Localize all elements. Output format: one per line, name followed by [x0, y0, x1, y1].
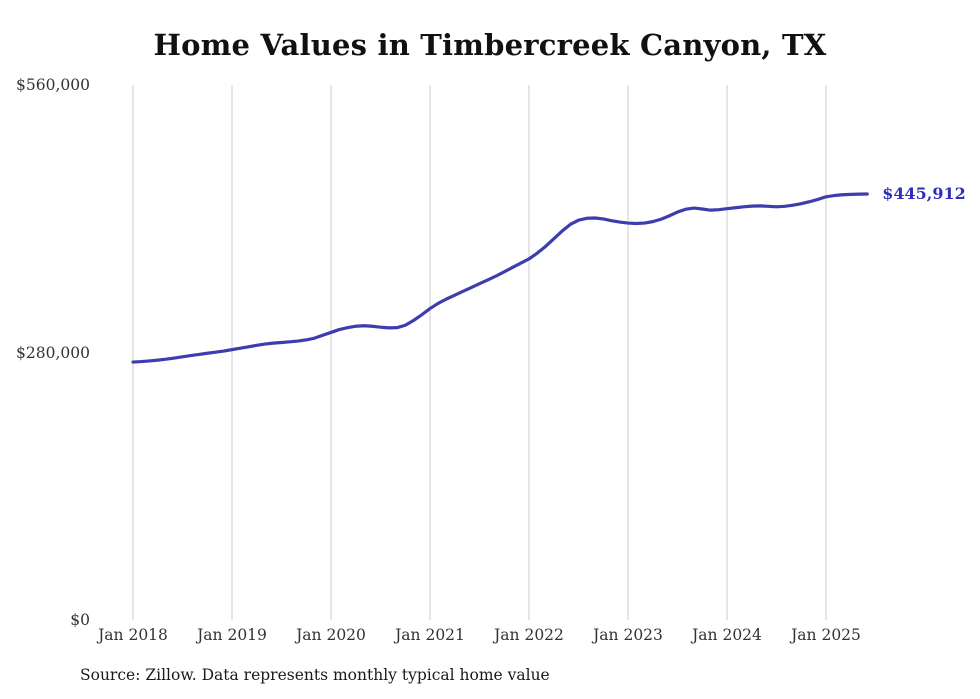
y-tick-label: $280,000	[16, 343, 90, 362]
x-tick-label: Jan 2022	[494, 626, 564, 644]
x-tick-label: Jan 2025	[791, 626, 861, 644]
x-tick-label: Jan 2018	[98, 626, 168, 644]
home-value-line	[131, 192, 869, 364]
x-tick-label: Jan 2021	[395, 626, 465, 644]
source-note: Source: Zillow. Data represents monthly …	[80, 666, 550, 684]
x-tick-label: Jan 2019	[197, 626, 267, 644]
latest-value-label: $445,912	[882, 183, 966, 203]
x-tick-label: Jan 2024	[692, 626, 762, 644]
x-tick-label: Jan 2023	[593, 626, 663, 644]
y-tick-label: $560,000	[16, 76, 90, 94]
x-tick-label: Jan 2020	[296, 626, 366, 644]
y-tick-label: $0	[70, 611, 90, 629]
chart-title: Home Values in Timbercreek Canyon, TX	[153, 28, 827, 62]
